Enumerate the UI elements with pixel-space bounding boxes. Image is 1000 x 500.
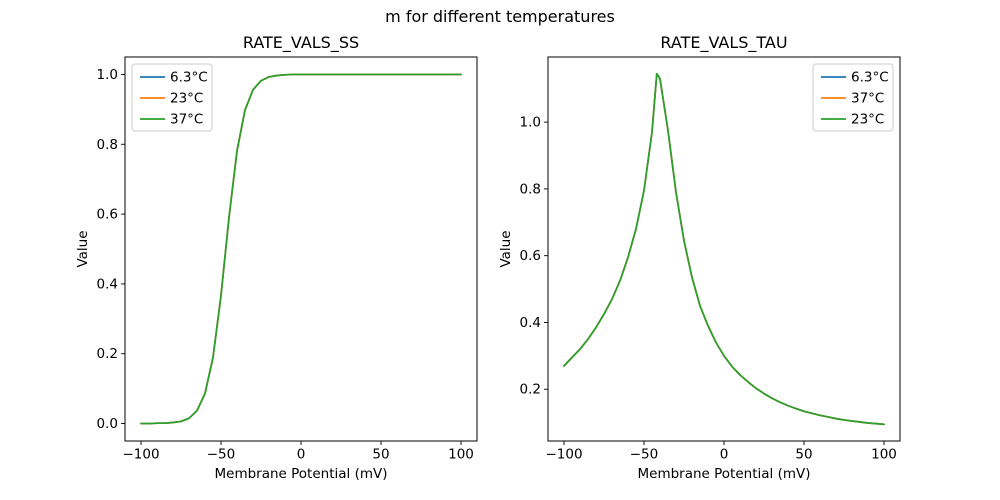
figure-suptitle: m for different temperatures [385, 7, 615, 26]
x-tick-label: 50 [372, 447, 389, 463]
legend-label: 37°C [170, 112, 203, 128]
axes-right: −100 −50 0 50 100 0.2 0.4 0.6 0.8 1.0 RATE_VALS_TA… [498, 33, 901, 482]
y-tick-label: 0.8 [97, 137, 118, 153]
x-tick-label: −50 [207, 447, 236, 463]
y-tick-label: 0.2 [97, 346, 118, 362]
y-tick-label: 0.0 [97, 416, 118, 432]
y-tick-label: 0.2 [520, 382, 541, 398]
y-axis-label: Value [75, 230, 91, 267]
legend-label: 6.3°C [170, 70, 208, 86]
x-tick-label: 0 [297, 447, 306, 463]
y-tick-label: 0.4 [520, 315, 541, 331]
y-tick-label: 0.4 [97, 276, 118, 292]
y-tick-label: 0.6 [520, 248, 541, 264]
x-tick-label: −50 [630, 447, 659, 463]
y-tick-label: 0.6 [97, 207, 118, 223]
axes-title: RATE_VALS_TAU [660, 33, 787, 53]
y-tick-label: 1.0 [97, 67, 118, 83]
y-axis-label: Value [498, 230, 514, 267]
y-tick-label: 1.0 [520, 115, 541, 131]
series-line-37°C [140, 73, 462, 425]
legend-label: 23°C [851, 112, 884, 128]
x-tick-label: −100 [122, 447, 159, 463]
x-axis-label: Membrane Potential (mV) [637, 466, 810, 482]
legend-label: 6.3°C [851, 70, 889, 86]
legend-box [131, 63, 213, 132]
x-tick-label: 100 [448, 447, 474, 463]
axes-title: RATE_VALS_SS [243, 33, 359, 53]
axes-frame [547, 56, 901, 442]
axes-frame [124, 56, 478, 442]
x-tick-label: 0 [720, 447, 729, 463]
y-tick-label: 0.8 [520, 181, 541, 197]
legend-box [812, 63, 894, 132]
x-tick-label: 100 [871, 447, 897, 463]
x-axis-label: Membrane Potential (mV) [214, 466, 387, 482]
x-tick-label: 50 [795, 447, 812, 463]
legend-label: 23°C [170, 91, 203, 107]
legend-label: 37°C [851, 91, 884, 107]
series-line-23°C [563, 72, 885, 426]
x-tick-label: −100 [545, 447, 582, 463]
axes-left: −100 −50 0 50 100 0.0 0.2 0.4 0.6 0.8 1.0 RATE_VALS… [75, 33, 478, 482]
